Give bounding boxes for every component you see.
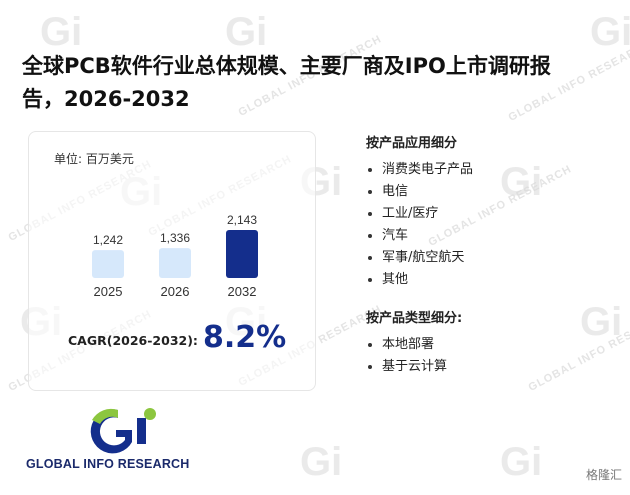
bar-2026 bbox=[159, 248, 191, 278]
application-item: 其他 bbox=[366, 269, 473, 291]
watermark-logo-icon: Gi bbox=[500, 160, 543, 204]
chart-unit-label: 单位: 百万美元 bbox=[54, 152, 134, 166]
bar-2025 bbox=[92, 250, 124, 278]
bar-value-label: 1,242 bbox=[93, 233, 123, 247]
logo-text: GLOBAL INFO RESEARCH bbox=[26, 457, 190, 471]
corner-brand-mark: 格隆汇 bbox=[585, 468, 622, 482]
application-item: 汽车 bbox=[366, 225, 473, 247]
type-item: 本地部署 bbox=[366, 334, 462, 356]
type-segment-section: 按产品类型细分: 本地部署 基于云计算 bbox=[366, 307, 462, 378]
watermark-logo-icon: Gi bbox=[590, 10, 630, 54]
x-tick-label: 2026 bbox=[161, 284, 190, 299]
application-item: 军事/航空航天 bbox=[366, 247, 473, 269]
watermark-logo-icon: Gi bbox=[500, 440, 543, 484]
watermark-logo-icon: Gi bbox=[225, 10, 268, 54]
watermark-logo-icon: Gi bbox=[580, 300, 623, 344]
page-title: 全球PCB软件行业总体规模、主要厂商及IPO上市调研报告，2026-2032 bbox=[22, 54, 551, 111]
bar-2032 bbox=[226, 230, 258, 278]
type-item: 基于云计算 bbox=[366, 356, 462, 378]
gi-logo-icon bbox=[90, 408, 156, 454]
market-size-bar-chart: 1,242 2025 1,336 2026 2,143 2032 bbox=[92, 213, 258, 299]
application-segment-section: 按产品应用细分 消费类电子产品 电信 工业/医疗 汽车 军事/航空航天 其他 bbox=[366, 132, 473, 291]
x-tick-label: 2032 bbox=[228, 284, 257, 299]
application-item: 工业/医疗 bbox=[366, 203, 473, 225]
type-segment-heading: 按产品类型细分: bbox=[366, 311, 463, 326]
watermark-logo-icon: Gi bbox=[300, 440, 343, 484]
x-tick-label: 2025 bbox=[94, 284, 123, 299]
bar-value-label: 1,336 bbox=[160, 231, 190, 245]
application-item: 消费类电子产品 bbox=[366, 159, 473, 181]
bar-value-label: 2,143 bbox=[227, 213, 257, 227]
watermark-logo-icon: Gi bbox=[40, 10, 83, 54]
application-segment-heading: 按产品应用细分 bbox=[366, 136, 458, 151]
cagr-value: 8.2% bbox=[203, 320, 287, 355]
application-item: 电信 bbox=[366, 181, 473, 203]
cagr-label: CAGR(2026-2032): bbox=[68, 333, 198, 348]
